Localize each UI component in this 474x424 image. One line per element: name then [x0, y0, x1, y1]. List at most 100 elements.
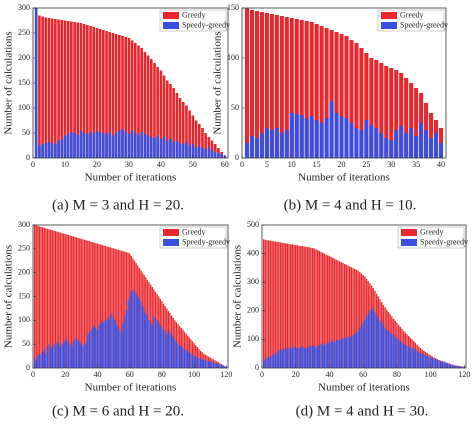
bar: [303, 347, 305, 368]
bar: [333, 342, 336, 368]
bar: [345, 337, 347, 368]
bar: [319, 26, 324, 158]
bar: [305, 348, 307, 368]
x-tick-label: 0: [260, 370, 264, 379]
bar: [103, 245, 105, 368]
bar: [56, 231, 58, 368]
bar: [82, 24, 86, 158]
y-tick-label: 150: [18, 78, 30, 87]
bar: [354, 333, 356, 368]
bar: [283, 243, 285, 368]
bar: [33, 358, 36, 368]
bar: [178, 98, 182, 158]
bar: [217, 153, 220, 158]
bar: [178, 143, 182, 158]
bar: [424, 355, 427, 368]
bar: [283, 348, 285, 368]
bar: [54, 144, 57, 158]
bar: [91, 327, 94, 368]
bar: [204, 360, 207, 368]
bar: [264, 359, 267, 368]
bar: [384, 327, 386, 368]
bar: [424, 130, 429, 158]
bar: [313, 346, 315, 368]
bar: [106, 246, 108, 368]
bar: [224, 366, 226, 368]
bar: [399, 126, 404, 158]
bar: [213, 152, 217, 158]
bar: [316, 250, 319, 368]
x-tick-label: 20: [61, 370, 69, 379]
x-tick-label: 15: [313, 160, 321, 169]
bar: [421, 353, 423, 368]
bar: [364, 53, 369, 158]
bar: [48, 344, 50, 368]
bar: [137, 45, 140, 158]
bar: [162, 329, 165, 368]
bar: [306, 347, 309, 368]
bar: [118, 130, 121, 158]
bar: [342, 337, 344, 368]
bar: [80, 238, 83, 368]
bar: [190, 353, 192, 368]
bar: [411, 347, 413, 368]
bar: [362, 322, 364, 368]
bar: [274, 15, 279, 158]
legend-swatch: [163, 12, 179, 19]
x-axis-label: Number of iterations: [85, 382, 177, 394]
bar: [101, 320, 103, 368]
bar: [325, 343, 327, 368]
x-tick-label: 40: [93, 370, 101, 379]
legend-label: Speedy-greedy: [182, 237, 230, 246]
bar: [259, 12, 264, 158]
bar: [119, 329, 121, 368]
bar: [212, 362, 215, 368]
bar: [213, 144, 217, 158]
legend-label: Speedy-greedy: [420, 237, 468, 246]
bar: [294, 114, 299, 158]
bar: [165, 140, 169, 158]
bar: [188, 352, 190, 368]
bar: [162, 137, 166, 158]
bar: [369, 58, 374, 158]
bar: [166, 334, 168, 368]
bar: [264, 239, 267, 368]
bar: [114, 34, 118, 158]
bar: [96, 243, 99, 368]
bar: [259, 133, 264, 158]
bar: [278, 242, 280, 368]
bar: [461, 366, 464, 368]
bar: [296, 245, 299, 368]
bar: [429, 357, 432, 368]
bar: [188, 145, 191, 158]
bar: [404, 78, 409, 158]
bar: [220, 154, 223, 158]
bar: [140, 48, 143, 158]
bar: [159, 139, 163, 158]
x-tick-label: 10: [288, 160, 296, 169]
bar: [90, 329, 92, 368]
bar: [35, 225, 37, 368]
bar: [140, 132, 143, 158]
bar: [38, 226, 41, 368]
bar: [197, 145, 201, 158]
bar: [125, 310, 128, 368]
bar: [64, 234, 66, 368]
bar: [124, 315, 126, 368]
x-tick-label: 80: [393, 370, 401, 379]
bar: [311, 345, 314, 368]
bar: [397, 339, 400, 368]
bar: [414, 136, 419, 158]
bar: [37, 356, 39, 368]
bar: [222, 365, 224, 368]
bar: [149, 59, 153, 158]
x-tick-label: 80: [158, 370, 166, 379]
bar: [387, 330, 390, 368]
bar: [59, 232, 62, 368]
bar: [80, 344, 83, 368]
bar: [360, 273, 363, 368]
bar: [53, 230, 55, 368]
bar: [169, 84, 172, 158]
bar: [279, 16, 284, 158]
bar: [112, 248, 115, 368]
